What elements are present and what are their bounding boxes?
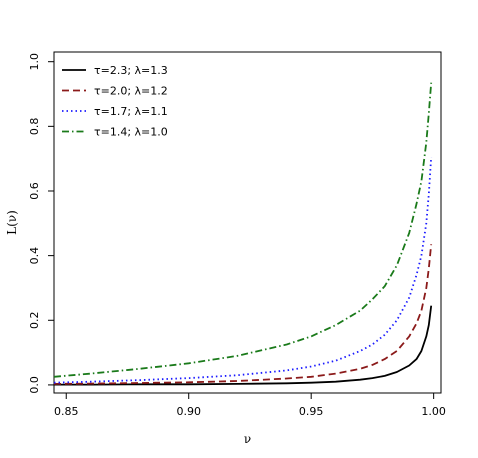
legend-label-2: τ=2.0; λ=1.2 (94, 85, 168, 98)
y-tick-label: 0.2 (28, 312, 41, 330)
plot-lines (53, 82, 433, 386)
legend: τ=2.3; λ=1.3 τ=2.0; λ=1.2 τ=1.7; λ=1.1 τ=1.… (62, 64, 168, 139)
x-tick-label: 0.85 (54, 405, 79, 418)
x-axis-label: ν (244, 432, 251, 446)
plot-frame (53, 51, 442, 394)
series-line-1 (54, 305, 433, 386)
x-tick-label: 1.00 (421, 405, 446, 418)
x-tick-label: 0.90 (176, 405, 201, 418)
y-tick-label: 0.8 (28, 118, 41, 136)
series-line-4 (53, 82, 433, 378)
y-tick-label: 0.4 (28, 247, 41, 264)
y-tick-label: 1.0 (28, 53, 41, 71)
y-axis-label: L(ν) (5, 210, 19, 235)
y-tick-label: 0.6 (28, 182, 41, 200)
legend-label-4: τ=1.4; λ=1.0 (94, 126, 168, 139)
x-tick-label: 0.95 (299, 405, 324, 418)
series-line-3 (53, 156, 433, 384)
legend-label-1: τ=2.3; λ=1.3 (94, 64, 168, 77)
legend-label-3: τ=1.7; λ=1.1 (94, 105, 168, 118)
plot-axes: 0.85 0.90 0.95 1.00 0.0 0.2 0.4 0.6 0.8 1.0 (28, 51, 446, 418)
series-line-2 (53, 244, 433, 385)
y-tick-label: 0.0 (28, 376, 41, 394)
